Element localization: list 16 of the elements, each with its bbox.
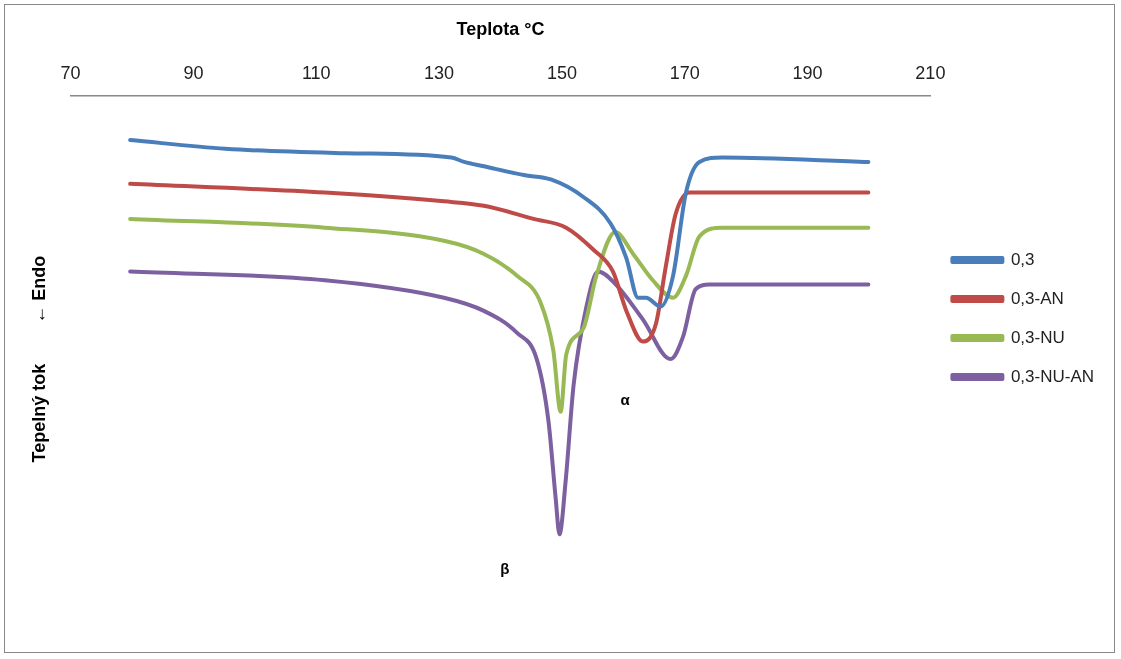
legend-label: 0,3-NU xyxy=(1010,327,1065,347)
legend-label: 0,3 xyxy=(1010,249,1035,269)
text: β xyxy=(500,559,510,577)
x-tick-label: 150 xyxy=(546,63,577,84)
x-tick-label: 210 xyxy=(915,63,946,84)
x-tick-label: 70 xyxy=(60,63,81,84)
x-tick-label: 170 xyxy=(669,63,700,84)
annotation: α xyxy=(620,391,631,409)
x-tick-label: 190 xyxy=(792,63,823,84)
y-axis-title: Tepelný tok ← Endo xyxy=(28,255,49,463)
x-tick-label: 90 xyxy=(183,63,204,84)
x-tick-label: 130 xyxy=(424,63,455,84)
x-tick-label: 110 xyxy=(301,63,331,84)
legend-label: 0,3-AN xyxy=(1010,288,1064,308)
legend-label: 0,3-NU-AN xyxy=(1010,366,1094,386)
x-axis-title: Teplota °C xyxy=(456,18,545,39)
